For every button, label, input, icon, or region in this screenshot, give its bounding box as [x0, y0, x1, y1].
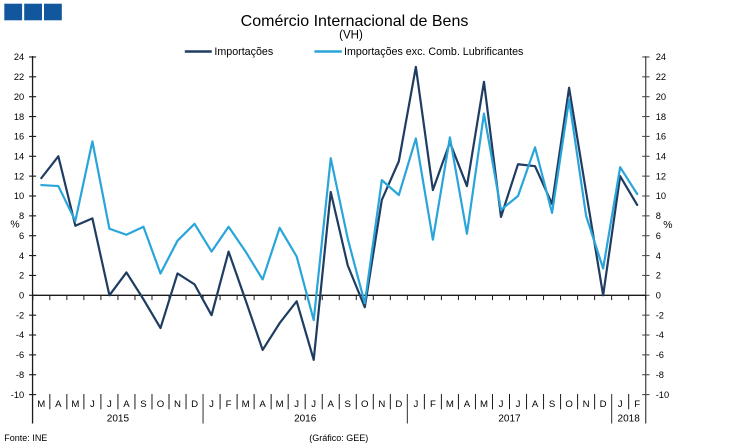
svg-text:O: O: [361, 399, 368, 410]
svg-text:2016: 2016: [294, 413, 317, 424]
svg-text:J: J: [107, 399, 112, 410]
svg-text:10: 10: [14, 191, 24, 201]
svg-text:14: 14: [656, 151, 666, 161]
svg-text:18: 18: [656, 112, 666, 122]
svg-text:-10: -10: [11, 390, 24, 400]
svg-text:S: S: [345, 399, 351, 410]
svg-text:-4: -4: [656, 330, 664, 340]
svg-text:-10: -10: [656, 390, 669, 400]
svg-text:J: J: [209, 399, 214, 410]
svg-text:J: J: [90, 399, 95, 410]
svg-text:14: 14: [14, 151, 24, 161]
svg-text:22: 22: [656, 72, 666, 82]
svg-text:J: J: [311, 399, 316, 410]
svg-text:22: 22: [14, 72, 24, 82]
svg-text:N: N: [378, 399, 385, 410]
svg-text:F: F: [430, 399, 436, 410]
svg-text:%: %: [10, 220, 19, 231]
svg-text:Importações: Importações: [214, 46, 273, 58]
svg-text:24: 24: [14, 52, 24, 62]
svg-text:-6: -6: [656, 350, 664, 360]
svg-text:12: 12: [656, 171, 666, 181]
svg-text:12: 12: [14, 171, 24, 181]
svg-text:Fonte: INE: Fonte: INE: [4, 433, 47, 443]
svg-text:4: 4: [19, 251, 24, 261]
svg-text:J: J: [499, 399, 504, 410]
svg-text:M: M: [480, 399, 488, 410]
svg-text:N: N: [174, 399, 181, 410]
svg-text:O: O: [565, 399, 572, 410]
svg-text:Importações exc. Comb. Lubrifi: Importações exc. Comb. Lubrificantes: [344, 46, 523, 58]
svg-text:M: M: [71, 399, 79, 410]
svg-text:4: 4: [656, 251, 661, 261]
svg-text:A: A: [464, 399, 471, 410]
svg-text:18: 18: [14, 112, 24, 122]
svg-text:A: A: [123, 399, 130, 410]
svg-text:%: %: [663, 220, 672, 231]
svg-text:O: O: [157, 399, 164, 410]
svg-text:M: M: [276, 399, 284, 410]
svg-text:6: 6: [656, 231, 661, 241]
svg-text:8: 8: [19, 211, 24, 221]
svg-text:F: F: [226, 399, 232, 410]
svg-text:A: A: [532, 399, 539, 410]
svg-text:N: N: [583, 399, 590, 410]
svg-text:(VH): (VH): [339, 29, 363, 41]
svg-text:S: S: [140, 399, 146, 410]
svg-text:2015: 2015: [107, 413, 130, 424]
svg-text:-6: -6: [16, 350, 24, 360]
svg-text:-8: -8: [16, 370, 24, 380]
svg-text:Comércio Internacional de Bens: Comércio Internacional de Bens: [241, 13, 469, 30]
svg-text:J: J: [618, 399, 623, 410]
svg-text:D: D: [600, 399, 607, 410]
svg-text:10: 10: [656, 191, 666, 201]
svg-text:S: S: [549, 399, 555, 410]
svg-text:-2: -2: [656, 310, 664, 320]
svg-text:M: M: [37, 399, 45, 410]
svg-text:M: M: [446, 399, 454, 410]
svg-text:0: 0: [656, 291, 661, 301]
svg-text:6: 6: [19, 231, 24, 241]
svg-text:24: 24: [656, 52, 666, 62]
svg-text:20: 20: [14, 92, 24, 102]
svg-text:2018: 2018: [618, 413, 641, 424]
svg-text:J: J: [516, 399, 521, 410]
svg-text:2: 2: [656, 271, 661, 281]
svg-text:M: M: [242, 399, 250, 410]
svg-text:J: J: [413, 399, 418, 410]
svg-text:A: A: [55, 399, 62, 410]
svg-text:J: J: [294, 399, 299, 410]
svg-text:2017: 2017: [498, 413, 521, 424]
svg-text:D: D: [191, 399, 198, 410]
svg-text:D: D: [395, 399, 402, 410]
svg-text:-8: -8: [656, 370, 664, 380]
svg-text:(Gráfico: GEE): (Gráfico: GEE): [309, 433, 368, 443]
svg-text:-4: -4: [16, 330, 24, 340]
svg-text:A: A: [259, 399, 266, 410]
svg-text:20: 20: [656, 92, 666, 102]
svg-text:16: 16: [656, 132, 666, 142]
svg-text:2: 2: [19, 271, 24, 281]
svg-text:F: F: [634, 399, 640, 410]
svg-text:8: 8: [656, 211, 661, 221]
svg-text:A: A: [328, 399, 335, 410]
svg-text:0: 0: [19, 291, 24, 301]
svg-text:-2: -2: [16, 310, 24, 320]
svg-text:16: 16: [14, 132, 24, 142]
